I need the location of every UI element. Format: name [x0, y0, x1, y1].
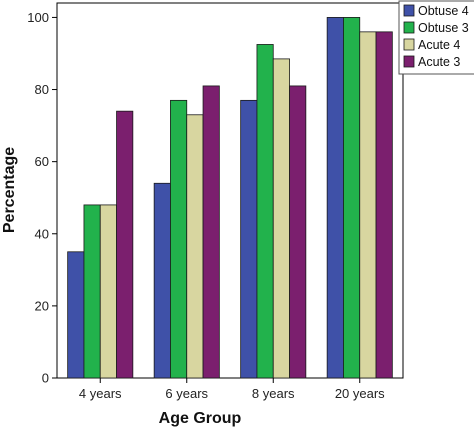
bar-acute-3-8-years [289, 85, 307, 379]
y-axis: 0 20 40 60 80 100 [27, 10, 57, 386]
legend-swatch [403, 55, 415, 68]
bar-obtuse-3-20-years [343, 17, 361, 379]
legend: Obtuse 4 Obtuse 3 Acute 4 Acute 3 [398, 0, 474, 75]
y-tick-label: 60 [35, 154, 49, 169]
bars-group [67, 17, 393, 379]
y-tick-label: 80 [35, 82, 49, 97]
x-tick-label: 8 years [252, 386, 295, 401]
bar-obtuse-3-6-years [170, 99, 188, 379]
bar-obtuse-4-20-years [326, 17, 344, 379]
legend-label: Obtuse 3 [418, 21, 469, 35]
legend-swatch [403, 4, 415, 17]
y-tick-label: 40 [35, 226, 49, 241]
legend-label: Acute 3 [418, 55, 460, 69]
bar-acute-3-6-years [202, 85, 220, 379]
x-axis: 4 years 6 years 8 years 20 years [79, 378, 385, 401]
x-tick-label: 4 years [79, 386, 122, 401]
bar-obtuse-4-8-years [240, 99, 258, 379]
legend-swatch [403, 38, 415, 51]
y-tick-label: 0 [42, 371, 49, 386]
bar-obtuse-3-8-years [256, 44, 274, 379]
bar-acute-4-8-years [272, 58, 290, 379]
bar-acute-4-6-years [186, 114, 204, 379]
legend-swatch [403, 21, 415, 34]
bar-acute-4-4-years [99, 204, 117, 379]
y-axis-title: Percentage [1, 147, 18, 233]
x-tick-label: 20 years [335, 386, 385, 401]
bar-obtuse-4-6-years [153, 182, 171, 379]
bar-obtuse-3-4-years [83, 204, 101, 379]
bar-acute-3-4-years [116, 110, 134, 379]
legend-label: Obtuse 4 [418, 4, 469, 18]
y-tick-label: 100 [27, 10, 49, 25]
bar-obtuse-4-4-years [67, 251, 85, 379]
x-tick-label: 6 years [165, 386, 208, 401]
y-tick-label: 20 [35, 298, 49, 313]
x-axis-title: Age Group [159, 410, 242, 427]
bar-acute-3-20-years [375, 31, 393, 379]
bar-acute-4-20-years [359, 31, 377, 379]
legend-label: Acute 4 [418, 38, 460, 52]
